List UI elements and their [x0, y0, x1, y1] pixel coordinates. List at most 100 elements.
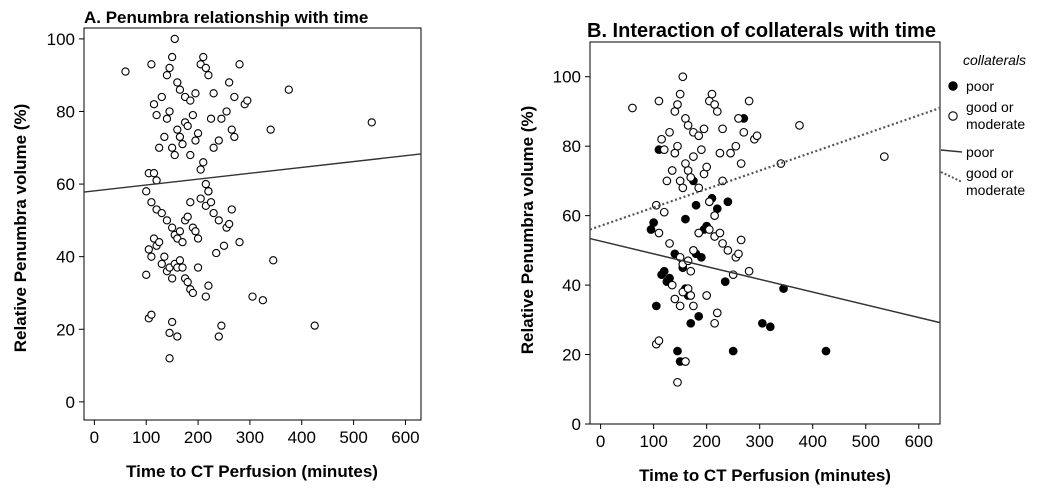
- legend-line-good: [940, 171, 963, 183]
- scatter-point: [149, 169, 159, 178]
- scatter-point-poor: [723, 197, 733, 207]
- scatter-point-good: [659, 145, 669, 155]
- scatter-point: [167, 143, 177, 152]
- scatter-point: [173, 125, 182, 134]
- scatter-point-poor: [659, 266, 669, 276]
- scatter-point: [204, 187, 213, 196]
- panel-a-x-tick-label: 200: [184, 428, 212, 447]
- scatter-point: [170, 150, 179, 160]
- panel-b-title: B. Interaction of collaterals with time: [587, 20, 936, 42]
- scatter-point: [183, 121, 192, 131]
- scatter-point-good: [704, 197, 714, 207]
- scatter-point: [178, 139, 187, 149]
- scatter-point-good: [723, 246, 733, 255]
- scatter-point-good: [718, 239, 727, 248]
- scatter-point: [209, 89, 218, 98]
- panel-a-y-tick-label: 0: [66, 393, 75, 412]
- scatter-point-good: [736, 235, 746, 245]
- legend-label-poor-marker: poor: [966, 78, 994, 94]
- panel-a-y-tick-label: 80: [56, 102, 75, 121]
- scatter-point: [230, 92, 239, 102]
- scatter-point: [222, 107, 231, 116]
- scatter-point: [188, 288, 198, 298]
- scatter-point-poor: [649, 218, 658, 227]
- panel-a-points: [121, 34, 376, 363]
- panel-b-legend: collaterals poor good or moderate poor g…: [940, 52, 1026, 198]
- scatter-point: [175, 227, 185, 236]
- scatter-point-good: [795, 120, 804, 130]
- scatter-point-good: [689, 301, 698, 311]
- scatter-point-good: [731, 141, 741, 151]
- scatter-point-good: [670, 294, 680, 304]
- scatter-point: [214, 332, 223, 341]
- scatter-point: [155, 143, 164, 152]
- scatter-point-good: [657, 134, 666, 144]
- scatter-point: [193, 263, 203, 272]
- scatter-point-good: [712, 107, 722, 116]
- scatter-point: [206, 198, 216, 207]
- scatter-point: [191, 89, 200, 98]
- panel-a-y-tick-label: 100: [47, 30, 75, 49]
- scatter-point: [183, 277, 192, 287]
- scatter-point-poor: [728, 346, 738, 356]
- scatter-point: [227, 205, 236, 214]
- legend-marker-poor: [948, 81, 958, 91]
- scatter-point: [149, 100, 159, 109]
- scatter-point-good: [715, 148, 725, 158]
- legend-line-poor: [940, 149, 963, 153]
- scatter-point: [191, 227, 200, 236]
- scatter-point: [191, 136, 200, 145]
- scatter-point: [199, 158, 208, 167]
- scatter-point-good: [697, 145, 706, 155]
- scatter-point-good: [662, 176, 672, 186]
- scatter-point-good: [879, 152, 889, 161]
- scatter-point: [219, 241, 229, 250]
- scatter-point: [227, 125, 236, 134]
- scatter-point: [165, 328, 174, 338]
- scatter-point: [230, 132, 239, 142]
- legend-label-good-marker-line2: moderate: [966, 116, 1025, 132]
- scatter-point: [162, 71, 172, 80]
- scatter-point: [167, 317, 177, 327]
- scatter-point: [201, 63, 210, 73]
- panel-b-points: [628, 72, 889, 387]
- scatter-point: [175, 85, 185, 94]
- scatter-point-good: [686, 291, 696, 300]
- panel-a-x-tick-label: 100: [132, 428, 160, 447]
- scatter-point: [214, 136, 223, 145]
- scatter-point: [188, 110, 198, 120]
- panel-b-y-tick-label: 40: [562, 276, 581, 295]
- scatter-point-poor: [720, 277, 730, 286]
- panel-b-y-tick-label: 100: [553, 68, 581, 87]
- scatter-point-good: [654, 228, 664, 238]
- scatter-point-good: [667, 166, 677, 175]
- panel-a-title: A. Penumbra relationship with time: [84, 8, 368, 27]
- scatter-point: [167, 52, 177, 62]
- panel-b-frame: [589, 41, 941, 425]
- panel-a-y-tick-label: 20: [56, 320, 75, 339]
- scatter-point: [206, 114, 216, 123]
- scatter-point-good: [736, 159, 746, 168]
- scatter-point: [201, 179, 210, 189]
- scatter-point: [209, 208, 218, 218]
- scatter-point-poor: [697, 252, 706, 262]
- scatter-point-poor: [686, 318, 696, 328]
- panel-a: A. Penumbra relationship with time 0 100 2…: [11, 8, 422, 481]
- scatter-point-good: [710, 318, 719, 328]
- scatter-point-poor: [757, 318, 767, 328]
- scatter-point: [225, 78, 234, 87]
- scatter-point: [147, 60, 156, 69]
- scatter-point: [152, 110, 161, 120]
- panel-a-x-tick-label: 600: [391, 428, 419, 447]
- panel-a-x-axis-label: Time to CT Perfusion (minutes): [126, 462, 378, 481]
- panel-b-x-tick-label: 600: [905, 432, 933, 451]
- scatter-point: [165, 63, 174, 73]
- panel-b-x-tick-label: 500: [852, 432, 880, 451]
- scatter-point-good: [654, 96, 664, 106]
- scatter-point: [170, 34, 179, 44]
- scatter-point-good: [667, 280, 677, 290]
- fit-line-poor: [589, 237, 941, 324]
- panel-b-y-tick-label: 80: [562, 137, 581, 156]
- scatter-point-good: [699, 124, 709, 134]
